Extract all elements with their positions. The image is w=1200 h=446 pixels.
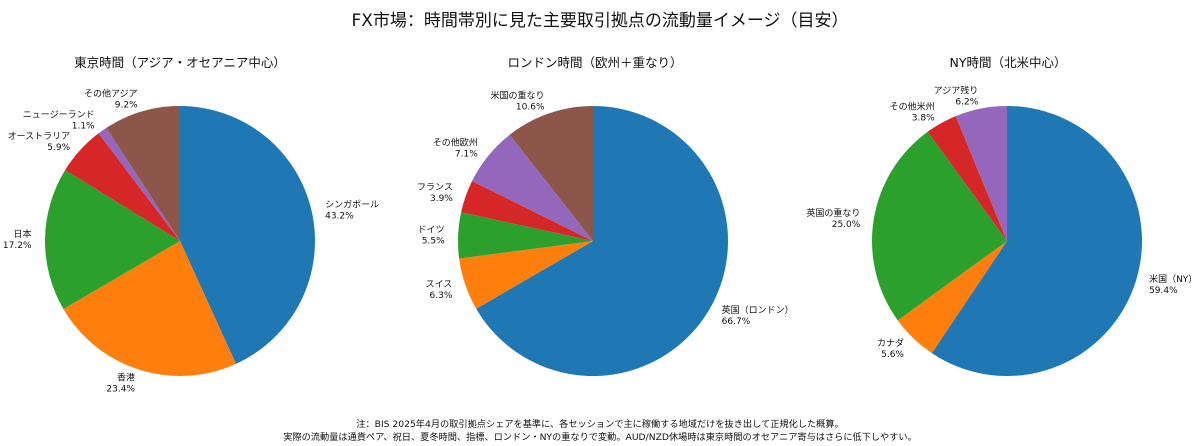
slice-value-tokyo-5: 9.2% (115, 101, 138, 111)
slice-name-london-2: ドイツ (418, 226, 445, 236)
pie-slice-london-3 (461, 181, 593, 241)
slice-name-london-4: その他欧州 (433, 136, 478, 148)
slice-value-london-2: 5.5% (422, 237, 445, 247)
footnote-line-1: 注：BIS 2025年4月の取引拠点シェアを基準に、各セッションで主に稼働する地… (356, 419, 844, 430)
chart-title-ny: NY時間（北米中心） (949, 55, 1067, 70)
slice-name-ny-4: アジア残り (934, 84, 979, 96)
pie-slice-ny-0 (931, 106, 1142, 377)
pie-label-london-5: 米国の重なり 10.6% (490, 90, 544, 113)
pie-label-london-3: フランス 3.9% (417, 182, 453, 204)
slice-value-tokyo-1: 23.4% (106, 385, 135, 395)
slice-value-london-0: 66.7% (722, 317, 751, 327)
slice-name-tokyo-0: シンガポール (325, 200, 379, 211)
slice-name-ny-1: カナダ (877, 337, 904, 349)
pie-label-london-4: その他欧州 7.1% (433, 136, 478, 159)
pie-slice-tokyo-0 (180, 106, 316, 364)
pie-slice-tokyo-2 (44, 170, 181, 309)
slice-name-ny-3: その他米州 (890, 100, 935, 112)
pie-label-tokyo-5: その他アジア 9.2% (84, 88, 138, 111)
pie-label-tokyo-4: ニュージーランド 1.1% (23, 110, 95, 132)
slice-value-london-1: 6.3% (430, 291, 453, 301)
pie-slice-ny-4 (955, 106, 1007, 241)
pie-label-tokyo-3: オーストラリア 5.9% (8, 131, 71, 153)
slice-value-tokyo-0: 43.2% (325, 212, 354, 222)
pie-slice-london-5 (509, 106, 593, 241)
slice-name-tokyo-3: オーストラリア (8, 131, 71, 142)
chart-title-tokyo: 東京時間（アジア・オセアニア中心） (74, 55, 286, 70)
pie-label-london-1: スイス 6.3% (426, 280, 453, 301)
slice-value-london-4: 7.1% (455, 149, 478, 159)
pie-slice-london-4 (472, 134, 593, 241)
pie-slice-tokyo-4 (98, 127, 180, 241)
pie-slice-tokyo-3 (65, 133, 180, 241)
footnote-line-2: 実際の流動量は通貨ペア、祝日、夏冬時間、指標、ロンドン・NYの重なりで変動。AU… (283, 432, 917, 443)
chart-title-london: ロンドン時間（欧州＋重なり） (507, 55, 683, 70)
pie-label-ny-0: 米国（NY） 59.4% (1149, 273, 1197, 296)
pie-slice-tokyo-5 (106, 106, 180, 241)
pie-label-tokyo-2: 日本 17.2% (3, 228, 32, 251)
pie-label-tokyo-0: シンガポール 43.2% (325, 200, 379, 222)
slice-name-tokyo-4: ニュージーランド (23, 110, 95, 121)
pie-slice-ny-3 (927, 116, 1007, 241)
slice-name-london-5: 米国の重なり (490, 90, 544, 102)
pie-label-ny-1: カナダ 5.6% (877, 337, 904, 360)
pie-slice-london-2 (457, 212, 593, 259)
pie-label-tokyo-1: 香港 23.4% (106, 372, 135, 395)
slice-name-london-3: フランス (417, 182, 453, 193)
slice-value-tokyo-4: 1.1% (72, 122, 95, 132)
pie-slice-tokyo-1 (63, 241, 236, 376)
slice-value-ny-0: 59.4% (1149, 286, 1178, 296)
pie-label-ny-4: アジア残り 6.2% (934, 84, 979, 107)
slice-name-tokyo-2: 日本 (13, 228, 31, 240)
pie-label-london-2: ドイツ 5.5% (418, 226, 445, 247)
pie-slice-london-0 (476, 106, 728, 376)
slice-name-ny-2: 英国の重なり (806, 207, 860, 219)
slice-value-ny-1: 5.6% (881, 350, 904, 360)
slice-value-tokyo-3: 5.9% (47, 143, 70, 153)
pie-label-ny-3: その他米州 3.8% (890, 100, 935, 123)
slice-value-ny-2: 25.0% (832, 220, 861, 230)
slice-value-tokyo-2: 17.2% (3, 241, 32, 251)
pie-slice-ny-1 (897, 241, 1007, 354)
slice-name-tokyo-5: その他アジア (84, 88, 138, 100)
pie-label-ny-2: 英国の重なり 25.0% (806, 207, 860, 230)
slice-name-london-1: スイス (426, 280, 453, 290)
slice-value-ny-3: 3.8% (912, 113, 935, 123)
slice-name-ny-0: 米国（NY） (1149, 273, 1197, 285)
main-title: FX市場：時間帯別に見た主要取引拠点の流動量イメージ（目安） (351, 11, 849, 31)
pie-slice-ny-2 (872, 131, 1007, 321)
pie-slice-london-1 (459, 241, 593, 309)
pie-label-london-0: 英国（ロンドン） 66.7% (722, 304, 794, 327)
slice-value-london-3: 3.9% (430, 194, 453, 204)
slice-name-london-0: 英国（ロンドン） (722, 304, 794, 316)
slice-name-tokyo-1: 香港 (117, 372, 135, 384)
slice-value-london-5: 10.6% (516, 103, 545, 113)
slice-value-ny-4: 6.2% (955, 97, 978, 107)
